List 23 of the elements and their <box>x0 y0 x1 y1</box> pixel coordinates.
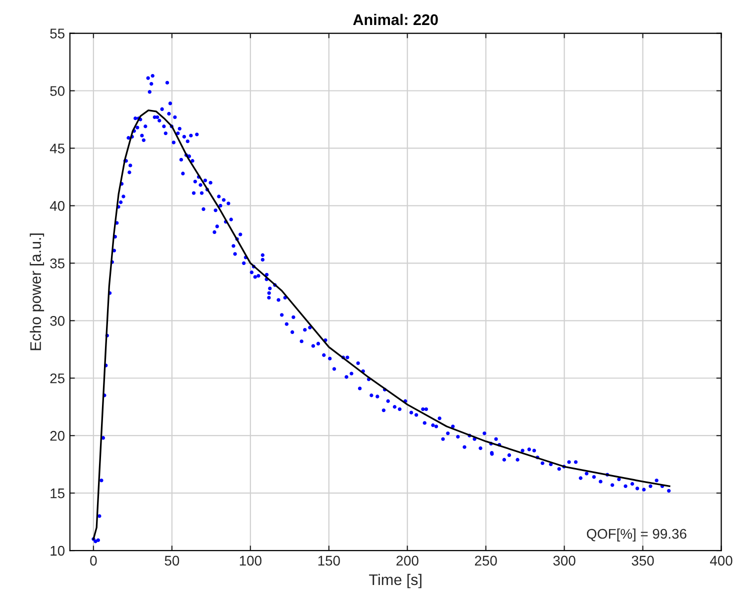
y-tick-label: 20 <box>50 430 65 441</box>
y-tick-label: 30 <box>50 316 65 326</box>
x-tick-label: 400 <box>710 556 732 566</box>
x-tick-label: 100 <box>240 556 262 566</box>
y-tick-label: 55 <box>50 28 64 38</box>
y-tick-label: 15 <box>50 488 64 498</box>
x-axis-title: Time [s] <box>369 574 422 588</box>
y-tick-label: 25 <box>50 373 64 384</box>
y-tick-label: 50 <box>50 86 65 96</box>
y-axis-title: Echo power [a.u.] <box>30 234 44 350</box>
y-tick-label: 10 <box>50 546 65 556</box>
y-tick-label: 45 <box>50 144 64 154</box>
x-tick-label: 150 <box>318 556 340 566</box>
annotation: QOF[%] = 99.36 <box>586 528 686 542</box>
x-tick-label: 200 <box>396 556 418 566</box>
x-tick-label: 0 <box>90 556 97 566</box>
chart-title: Animal: 220 <box>353 14 438 26</box>
y-tick-label: 40 <box>50 201 65 211</box>
y-tick-label: 35 <box>50 258 64 268</box>
x-tick-label: 50 <box>164 556 180 566</box>
x-tick-label: 350 <box>632 556 654 566</box>
x-tick-label: 300 <box>553 556 576 566</box>
x-tick-label: 250 <box>474 556 497 566</box>
